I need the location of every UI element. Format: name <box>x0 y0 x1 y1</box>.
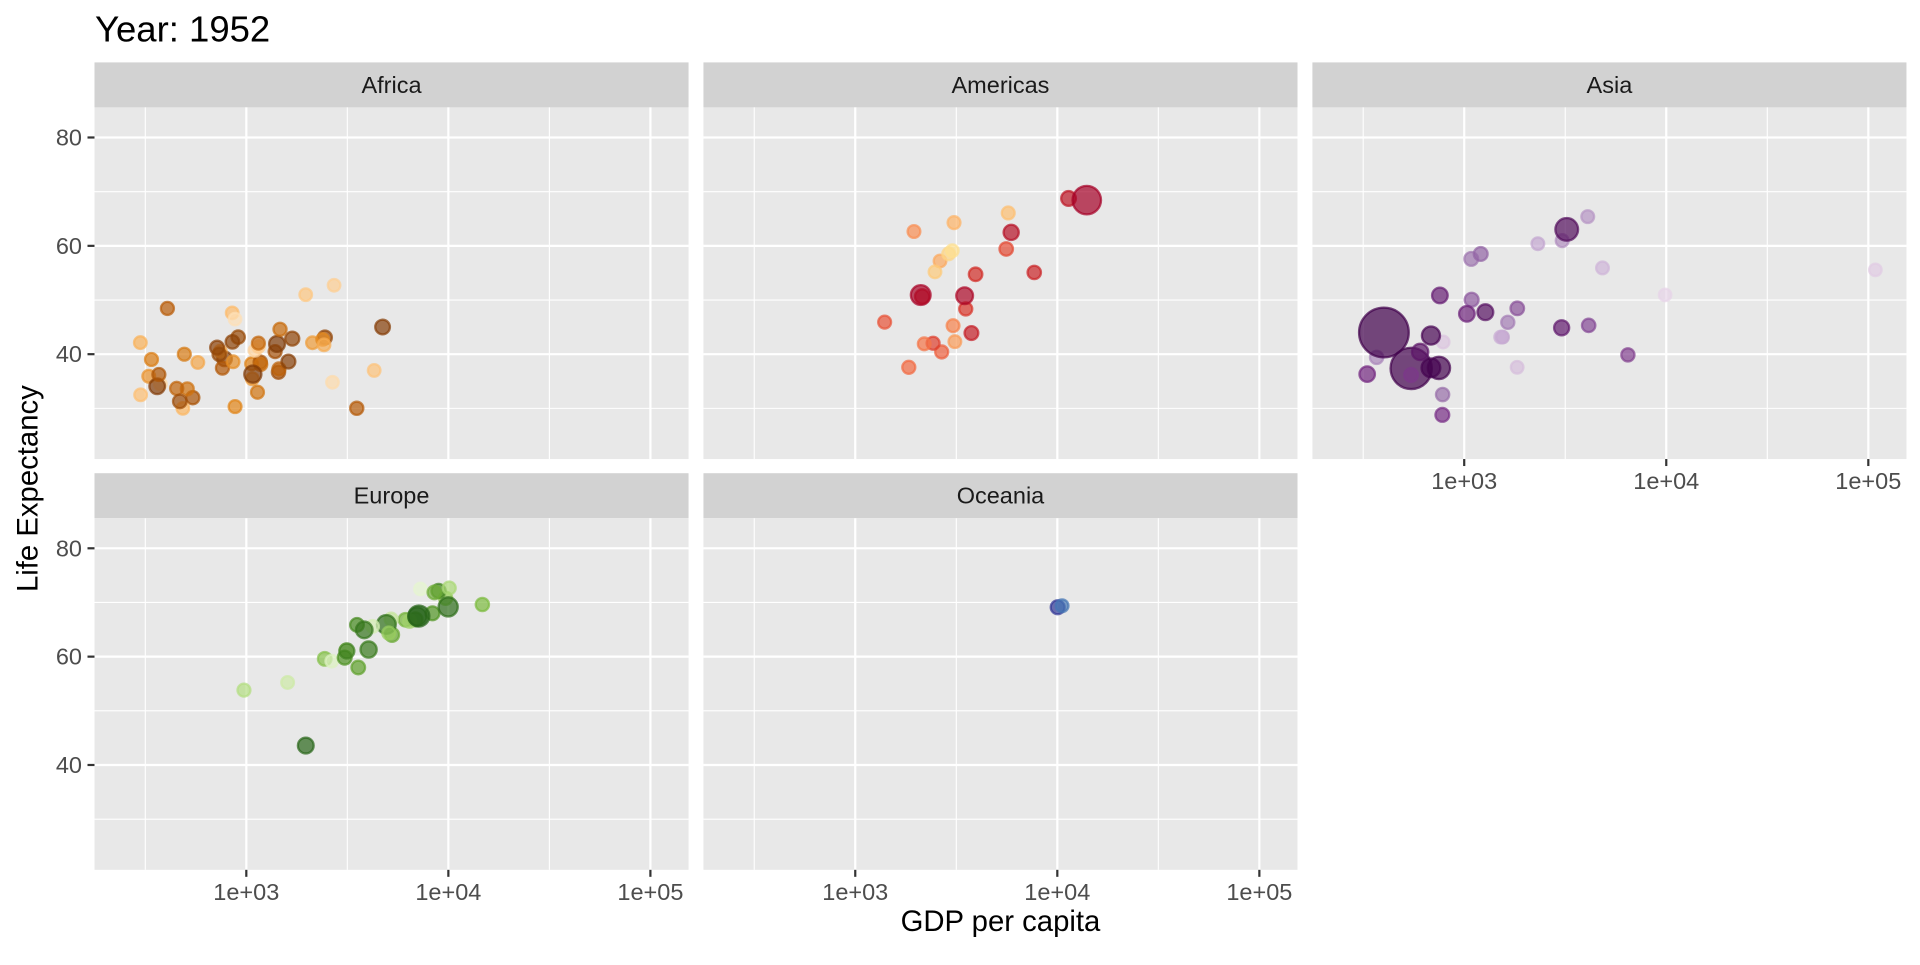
svg-text:60: 60 <box>56 644 82 670</box>
svg-text:Life Expectancy: Life Expectancy <box>12 385 45 592</box>
svg-text:1e+04: 1e+04 <box>1633 468 1699 494</box>
svg-text:Europe: Europe <box>354 483 430 509</box>
svg-text:1e+05: 1e+05 <box>1226 879 1292 905</box>
svg-text:1e+03: 1e+03 <box>213 879 279 905</box>
svg-text:Asia: Asia <box>1587 72 1634 98</box>
svg-text:40: 40 <box>56 341 82 367</box>
svg-text:Africa: Africa <box>361 72 422 98</box>
svg-text:40: 40 <box>56 752 82 778</box>
svg-text:1e+04: 1e+04 <box>415 879 481 905</box>
svg-text:1e+05: 1e+05 <box>1835 468 1901 494</box>
svg-text:60: 60 <box>56 233 82 259</box>
svg-text:1e+03: 1e+03 <box>822 879 888 905</box>
svg-text:Year: 1952: Year: 1952 <box>95 9 270 50</box>
svg-text:1e+05: 1e+05 <box>617 879 683 905</box>
svg-text:1e+04: 1e+04 <box>1024 879 1090 905</box>
svg-text:GDP per capita: GDP per capita <box>901 905 1101 938</box>
svg-text:1e+03: 1e+03 <box>1431 468 1497 494</box>
svg-text:Oceania: Oceania <box>957 483 1045 509</box>
svg-text:80: 80 <box>56 535 82 561</box>
svg-text:Americas: Americas <box>952 72 1050 98</box>
svg-text:80: 80 <box>56 124 82 150</box>
